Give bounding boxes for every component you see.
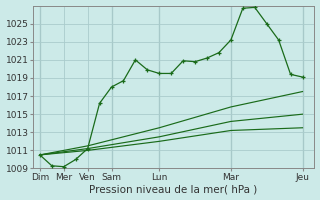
X-axis label: Pression niveau de la mer( hPa ): Pression niveau de la mer( hPa ) [90, 184, 258, 194]
